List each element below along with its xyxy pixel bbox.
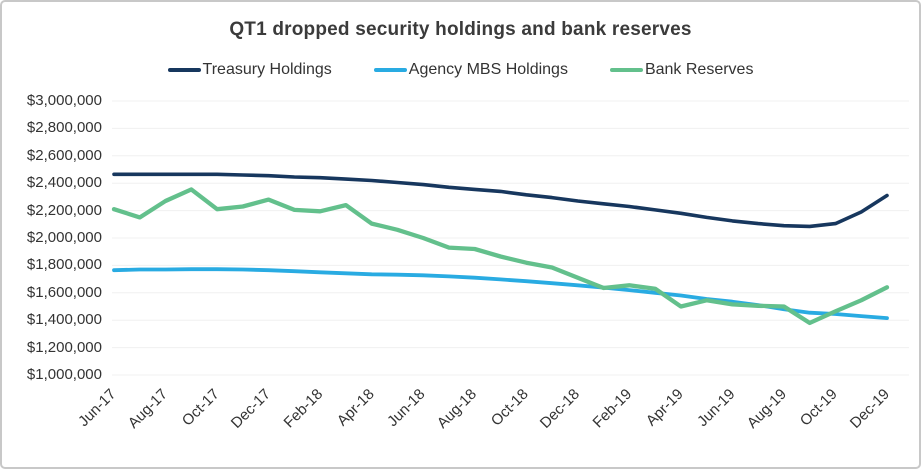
y-tick-label: $1,800,000	[26, 256, 102, 274]
x-tick-label: Oct-19	[797, 385, 842, 430]
series-line-bank-reserves	[111, 187, 890, 326]
legend-label-bank-reserves: Bank Reserves	[644, 61, 754, 78]
x-tick-label: Oct-17	[178, 385, 223, 430]
x-tick-label: Apr-19	[642, 385, 687, 430]
x-tick-label: Dec-17	[228, 385, 275, 432]
y-tick-label: $2,600,000	[26, 146, 102, 164]
legend: Treasury Holdings Agency MBS Holdings Ba…	[2, 61, 919, 79]
legend-label-treasury-holdings: Treasury Holdings	[202, 61, 332, 78]
x-tick-label: Apr-18	[333, 385, 378, 430]
series-line-treasury-holdings	[112, 172, 889, 229]
x-tick-label: Aug-19	[743, 385, 790, 432]
x-tick-label: Jun-17	[75, 385, 120, 431]
legend-swatch-agency-mbs-holdings	[373, 68, 407, 72]
y-tick-label: $1,000,000	[26, 366, 102, 383]
x-tick-label: Jun-19	[693, 385, 739, 431]
legend-item-treasury-holdings: Treasury Holdings	[167, 61, 332, 79]
y-tick-label: $1,200,000	[26, 338, 102, 356]
y-tick-label: $2,800,000	[26, 119, 102, 137]
x-tick-label: Feb-18	[280, 385, 326, 432]
legend-swatch-bank-reserves	[609, 68, 643, 72]
x-tick-label: Oct-18	[488, 385, 532, 430]
x-tick-label: Dec-19	[846, 385, 893, 432]
x-tick-label: Aug-17	[124, 385, 172, 432]
x-tick-label: Jun-18	[384, 385, 429, 431]
legend-label-agency-mbs-holdings: Agency MBS Holdings	[408, 61, 568, 78]
y-tick-label: $2,200,000	[26, 201, 102, 219]
y-tick-label: $2,000,000	[26, 229, 102, 246]
y-tick-label: $1,600,000	[26, 283, 102, 301]
y-axis: $3,000,000 $2,800,000 $2,600,000 $2,400,000…	[2, 2, 103, 467]
y-tick-label: $3,000,000	[26, 92, 102, 109]
y-tick-label: $2,400,000	[26, 174, 102, 192]
x-tick-label: Feb-19	[589, 385, 635, 432]
legend-swatch-treasury-holdings	[167, 68, 201, 72]
chart-title: QT1 dropped security holdings and bank r…	[229, 19, 692, 40]
legend-item-agency-mbs-holdings: Agency MBS Holdings	[373, 61, 568, 79]
x-tick-label: Dec-18	[537, 385, 584, 432]
y-tick-label: $1,400,000	[26, 311, 102, 329]
x-tick-label: Aug-18	[434, 385, 481, 432]
legend-item-bank-reserves: Bank Reserves	[609, 61, 754, 79]
